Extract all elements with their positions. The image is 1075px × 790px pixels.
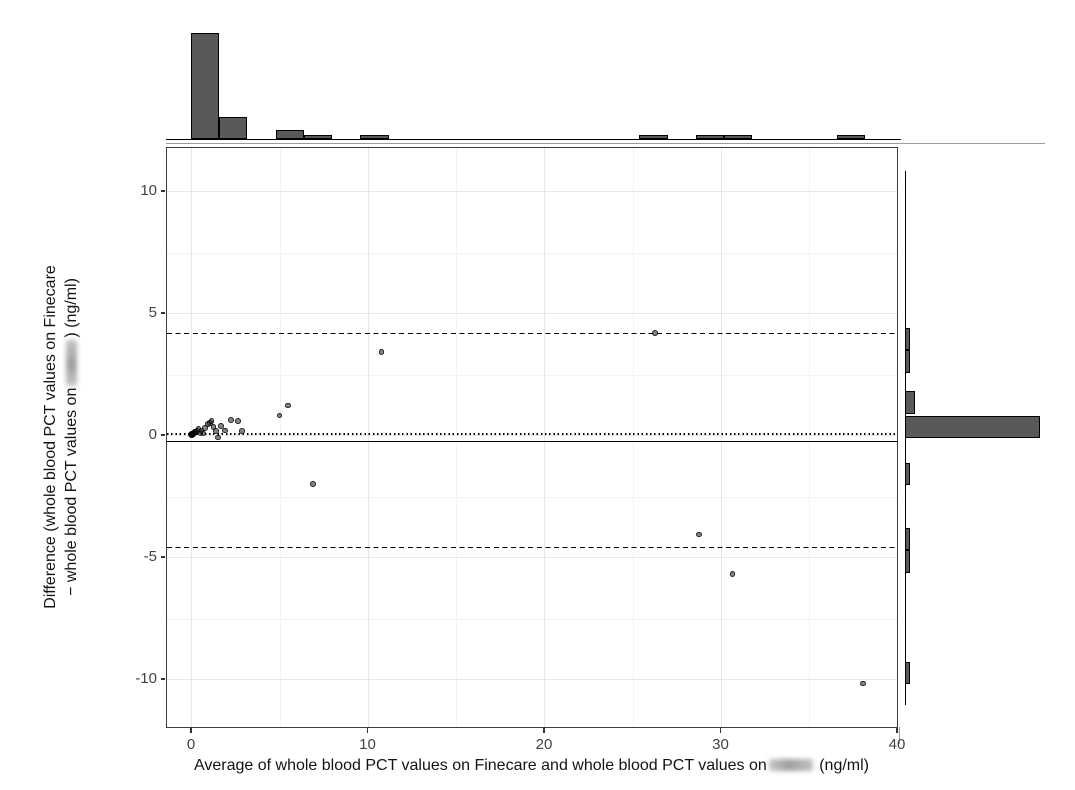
histogram-bar — [639, 134, 668, 139]
x-major-gridline — [544, 147, 546, 727]
x-minor-gridline — [456, 147, 458, 727]
mean-difference-line — [166, 440, 897, 443]
data-point — [696, 531, 702, 538]
x-axis-title-prefix: Average of whole blood PCT values on Fin… — [193, 757, 767, 774]
x-tick-label: 10 — [359, 736, 376, 753]
y-major-gridline — [166, 191, 897, 193]
y-axis-title-line1: Difference (whole blood PCT values on Fi… — [42, 265, 59, 609]
y-minor-gridline — [166, 618, 897, 620]
y-tick-mark — [160, 678, 166, 680]
data-point — [200, 430, 207, 437]
x-tick-mark — [190, 728, 192, 733]
top-histogram-axis-line — [165, 142, 1045, 144]
y-tick-label: 5 — [148, 304, 157, 321]
data-point — [285, 402, 291, 409]
y-major-gridline — [166, 313, 897, 315]
top-histogram-baseline — [165, 138, 901, 140]
right-histogram-baseline — [904, 170, 906, 705]
data-point — [239, 427, 245, 434]
data-point — [235, 418, 241, 425]
data-point — [202, 425, 208, 431]
right-histogram-axis-line — [898, 727, 900, 744]
y-minor-gridline — [166, 496, 897, 498]
redacted-word — [66, 339, 77, 386]
x-tick-label: 40 — [888, 736, 906, 753]
right-marginal-histogram — [899, 147, 1075, 747]
y-tick-label: -5 — [143, 548, 157, 565]
upper-loa-dashed-line — [166, 332, 897, 335]
redacted-word — [768, 759, 813, 771]
histogram-bar — [275, 130, 304, 139]
y-tick-mark — [160, 434, 166, 436]
data-point — [222, 427, 228, 434]
histogram-bar — [219, 116, 248, 139]
y-tick-label: 0 — [148, 426, 157, 443]
y-minor-gridline — [166, 374, 897, 376]
histogram-bar — [905, 391, 915, 414]
histogram-bar — [836, 134, 866, 139]
histogram-bar — [360, 134, 389, 139]
scatter-panel — [165, 146, 898, 728]
y-major-gridline — [166, 557, 897, 559]
data-point — [729, 570, 736, 577]
top-marginal-histogram — [165, 0, 906, 146]
x-minor-gridline — [279, 147, 281, 727]
x-minor-gridline — [632, 147, 634, 727]
histogram-bar — [695, 134, 725, 139]
x-major-gridline — [367, 147, 369, 727]
x-axis-title: Average of whole blood PCT values on Fin… — [111, 757, 952, 775]
histogram-bar — [303, 134, 333, 139]
y-tick-label: 10 — [140, 182, 157, 199]
lower-loa-dashed-line — [166, 546, 897, 549]
y-major-gridline — [166, 435, 897, 437]
x-tick-label: 30 — [712, 736, 729, 753]
data-point — [215, 434, 221, 441]
data-point — [218, 423, 224, 429]
x-tick-mark — [719, 728, 722, 733]
x-tick-label: 20 — [535, 736, 553, 753]
x-tick-label: 0 — [186, 736, 196, 753]
y-major-gridline — [166, 679, 897, 681]
histogram-bar — [191, 32, 220, 139]
data-point — [228, 417, 235, 423]
y-tick-mark — [160, 312, 166, 314]
x-major-gridline — [720, 147, 722, 727]
y-tick-mark — [160, 190, 166, 192]
data-point — [860, 680, 866, 687]
data-point — [212, 428, 219, 434]
y-minor-gridline — [166, 252, 897, 254]
data-point — [310, 481, 316, 487]
y-axis-title-line2: − whole blood PCT values on) (ng/ml) — [63, 278, 80, 596]
y-tick-label: -10 — [135, 670, 157, 687]
y-tick-mark — [160, 556, 166, 558]
histogram-bar — [724, 134, 753, 139]
data-point — [208, 417, 215, 424]
x-axis-title-suffix: (ng/ml) — [814, 757, 870, 774]
data-point — [276, 412, 283, 419]
data-point — [378, 348, 385, 355]
x-tick-mark — [366, 728, 369, 733]
histogram-bar — [905, 415, 1040, 439]
x-minor-gridline — [809, 147, 811, 727]
y-axis-title: Difference (whole blood PCT values on Fi… — [40, 137, 82, 737]
x-tick-mark — [896, 728, 898, 733]
data-point — [652, 330, 658, 336]
zero-dotted-line — [166, 433, 897, 435]
x-tick-mark — [543, 728, 545, 733]
